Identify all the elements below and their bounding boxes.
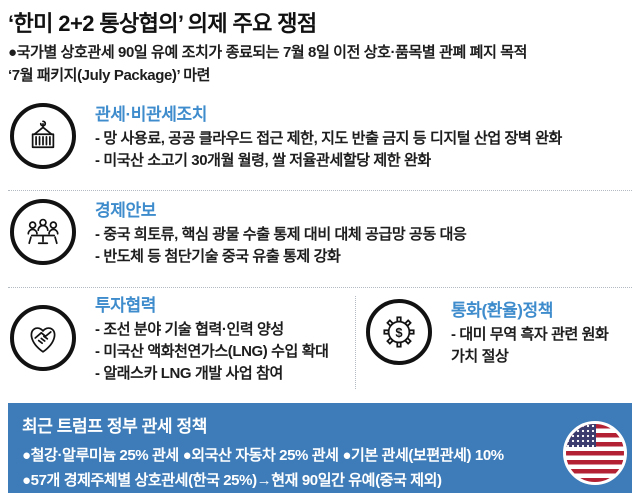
section-bullet: - 미국산 액화천연가스(LNG) 수입 확대 <box>95 343 329 360</box>
section-text: 투자협력 - 조선 분야 기술 협력·인력 양성 - 미국산 액화천연가스(LN… <box>95 291 329 385</box>
section-investment: 투자협력 - 조선 분야 기술 협력·인력 양성 - 미국산 액화천연가스(LN… <box>10 291 329 385</box>
section-bullet: - 조선 분야 기술 협력·인력 양성 <box>95 321 284 338</box>
dotted-divider <box>8 190 632 191</box>
panel-header: 최근 트럼프 정부 관세 정책 <box>22 417 207 436</box>
meeting-icon <box>10 199 76 265</box>
section-bullet: - 미국산 소고기 30개월 월령, 쌀 저율관세할당 제한 완화 <box>95 152 431 169</box>
panel-line: ●57개 경제주체별 상호관세(한국 25%)→현재 90일간 유예(중국 제외… <box>22 472 442 489</box>
section-bullet: - 망 사용료, 공공 클라우드 접근 제한, 지도 반출 금지 등 디지털 산… <box>95 130 562 147</box>
section-bullet: - 중국 희토류, 핵심 광물 수출 통제 대비 대체 공급망 공동 대응 <box>95 226 467 243</box>
section-bullet: - 대미 무역 흑자 관련 원화 가치 절상 <box>451 326 609 365</box>
section-tariff-nontariff: 관세·비관세조치 - 망 사용료, 공공 클라우드 접근 제한, 지도 반출 금… <box>10 100 562 172</box>
section-title: 관세·비관세조치 <box>95 105 207 124</box>
section-text: 관세·비관세조치 - 망 사용료, 공공 클라우드 접근 제한, 지도 반출 금… <box>95 100 562 172</box>
gear-dollar-icon: $ <box>366 299 432 365</box>
section-text: 통화(환율)정책 - 대미 무역 흑자 관련 원화 가치 절상 <box>451 296 623 368</box>
intro-paragraph: ●국가별 상호관세 90일 유예 조치가 종료되는 7월 8일 이전 상호·품목… <box>8 41 634 87</box>
section-bullet: - 반도체 등 첨단기술 중국 유출 통제 강화 <box>95 248 341 265</box>
trump-tariff-policy-panel: 최근 트럼프 정부 관세 정책 ●철강·알루미늄 25% 관세 ●외국산 자동차… <box>8 403 632 493</box>
section-economic-security: 경제안보 - 중국 희토류, 핵심 광물 수출 통제 대비 대체 공급망 공동 … <box>10 196 467 268</box>
us-flag-icon <box>563 421 627 485</box>
intro-line: ‘7월 패키지(July Package)’ 마련 <box>8 67 211 84</box>
svg-text:$: $ <box>395 325 403 340</box>
section-title: 경제안보 <box>95 201 156 220</box>
section-title: 투자협력 <box>95 296 156 315</box>
section-title: 통화(환율)정책 <box>451 301 553 320</box>
section-currency-policy: $ 통화(환율)정책 - 대미 무역 흑자 관련 원화 가치 절상 <box>366 296 623 368</box>
dotted-vertical-divider <box>355 296 356 389</box>
section-bullet: - 알래스카 LNG 개발 사업 참여 <box>95 365 283 382</box>
page-title: ‘한미 2+2 통상협의’ 의제 주요 쟁점 <box>8 11 317 36</box>
panel-line: ●철강·알루미늄 25% 관세 ●외국산 자동차 25% 관세 ●기본 관세(보… <box>22 447 504 464</box>
us-flag-canton <box>566 424 596 447</box>
intro-line: ●국가별 상호관세 90일 유예 조치가 종료되는 7월 8일 이전 상호·품목… <box>8 44 528 61</box>
dotted-divider <box>8 287 632 288</box>
section-text: 경제안보 - 중국 희토류, 핵심 광물 수출 통제 대비 대체 공급망 공동 … <box>95 196 467 268</box>
handshake-heart-icon <box>10 305 76 371</box>
container-icon <box>10 103 76 169</box>
